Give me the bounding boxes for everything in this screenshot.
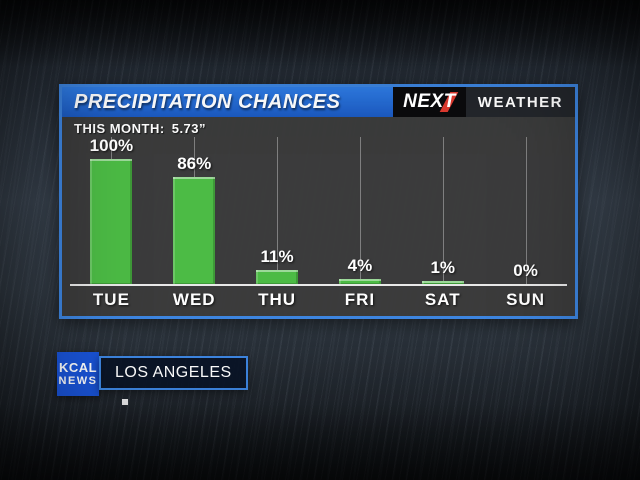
forecast-panel: PRECIPITATION CHANCES NEXT WEATHER THIS … (59, 84, 578, 319)
bar-value-label: 0% (513, 261, 538, 280)
bar (173, 176, 216, 284)
next-logo: NEXT (393, 87, 466, 117)
chart-column: 0% (484, 137, 567, 284)
news-logo-text: NEWS (58, 375, 98, 387)
day-label: THU (258, 290, 297, 309)
next-logo-text: NEXT (403, 91, 456, 112)
day-label: SUN (506, 290, 545, 309)
bar (90, 159, 133, 284)
location-label: LOS ANGELES (115, 364, 232, 381)
chart-column: 100% (70, 136, 153, 284)
day-label: FRI (344, 290, 376, 309)
small-square-icon (122, 399, 128, 405)
bar-value-label: 4% (347, 256, 373, 275)
day-label: WED (172, 290, 216, 309)
bar-value-label: 1% (430, 258, 456, 277)
weather-logo-text: WEATHER (465, 87, 575, 117)
kcal-logo-text: KCAL (58, 360, 98, 375)
day-labels: TUE WED THU FRI SAT SUN (70, 290, 567, 312)
bar-value-label: 86% (177, 153, 212, 173)
month-label: THIS MONTH: (74, 121, 165, 136)
location-banner: LOS ANGELES (99, 356, 248, 390)
lower-third: KCAL NEWS LOS ANGELES (57, 352, 248, 396)
bar-value-label: 100% (89, 136, 134, 155)
panel-header: PRECIPITATION CHANCES NEXT WEATHER (62, 87, 575, 117)
bar (256, 270, 299, 284)
day-label: SAT (424, 290, 461, 309)
day-label: TUE (92, 290, 130, 309)
next-weather-logo: NEXT WEATHER (393, 87, 575, 117)
month-precip-total: THIS MONTH: 5.73” (74, 121, 206, 136)
chart-baseline (70, 284, 567, 286)
chart-column: 11% (236, 137, 319, 284)
chart-column: 4% (318, 137, 401, 284)
chart-column: 86% (153, 137, 236, 284)
chart-column: 1% (401, 137, 484, 284)
chart-columns: 100% 86% 11% 4% 1% 0% (70, 136, 567, 284)
month-value: 5.73” (171, 121, 207, 136)
kcal-news-logo: KCAL NEWS (57, 352, 99, 396)
title-bar: PRECIPITATION CHANCES (62, 87, 394, 117)
panel-title: PRECIPITATION CHANCES (74, 90, 341, 113)
bar-value-label: 11% (260, 247, 294, 267)
